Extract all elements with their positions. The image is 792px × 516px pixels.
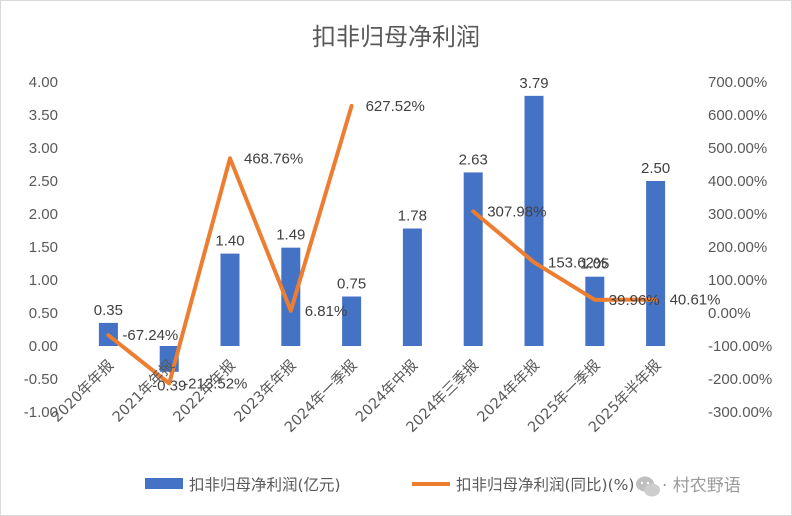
category-labels: 2020年年报2021年年报2022年年报2023年年报2024年一季报2024…: [48, 357, 664, 436]
left-tick-label: 3.00: [29, 140, 58, 157]
line-value-label: -213.52%: [183, 375, 247, 392]
right-tick-label: 0.00%: [708, 305, 751, 322]
left-tick-label: 0.50: [29, 305, 58, 322]
bar: [281, 247, 301, 346]
right-tick-label: -300.00%: [708, 404, 772, 421]
bar-series: [98, 95, 666, 372]
left-tick-label: 1.50: [29, 239, 58, 256]
bar-value-label: 0.35: [94, 302, 123, 319]
bar-value-label: 0.75: [337, 276, 366, 293]
right-axis-ticks: -300.00% -200.00% -100.00% 0.00% 100.00% 200.…: [708, 74, 772, 421]
right-tick-label: 600.00%: [708, 107, 767, 124]
bar-value-label: 1.40: [215, 233, 244, 250]
line-labels: -67.24% -213.52% 468.76% 6.81% 627.52% 307.98…: [122, 98, 720, 393]
bar-labels: 0.35 -0.39 1.40 1.49 0.75 1.78 2.63 3.79 1.05 2.5…: [94, 75, 670, 395]
line-value-label: 39.96%: [609, 292, 660, 309]
legend-label-bar: 扣非归母净利润(亿元): [189, 476, 341, 494]
bar-value-label: -0.39: [152, 378, 186, 395]
bar: [402, 228, 422, 346]
category-label: 2020年年报: [48, 357, 117, 426]
right-tick-label: 500.00%: [708, 140, 767, 157]
left-tick-label: 4.00: [29, 74, 58, 91]
right-tick-label: -200.00%: [708, 371, 772, 388]
bar: [220, 253, 240, 346]
left-tick-label: 2.00: [29, 206, 58, 223]
right-tick-label: 700.00%: [708, 74, 767, 91]
line-value-label: 40.61%: [670, 292, 721, 309]
watermark: · 村农野语: [636, 476, 741, 497]
left-tick-label: -1.00: [24, 404, 58, 421]
wechat-icon: [636, 476, 660, 497]
legend: 扣非归母净利润(亿元) 扣非归母净利润(同比)(%): [145, 476, 634, 494]
bar: [646, 181, 666, 346]
left-tick-label: 1.00: [29, 272, 58, 289]
line-value-label: 153.62%: [548, 254, 607, 271]
line-value-label: 627.52%: [366, 98, 425, 115]
left-tick-label: 0.00: [29, 338, 58, 355]
right-tick-label: -100.00%: [708, 338, 772, 355]
bar-value-label: 2.63: [459, 151, 488, 168]
bar-value-label: 1.49: [276, 227, 305, 244]
category-label: 2024年中报: [352, 357, 421, 426]
right-tick-label: 200.00%: [708, 239, 767, 256]
watermark-text: · 村农野语: [662, 476, 741, 496]
legend-label-line: 扣非归母净利润(同比)(%): [456, 476, 634, 494]
legend-swatch-bar: [145, 478, 183, 489]
line-series: [106, 103, 658, 386]
bar: [342, 296, 362, 346]
line-value-label: 468.76%: [244, 150, 303, 167]
left-axis-ticks: -1.00 -0.50 0.00 0.50 1.00 1.50 2.00 2.50 3.00 3.…: [24, 74, 58, 421]
line-value-label: 6.81%: [305, 303, 348, 320]
left-tick-label: -0.50: [24, 371, 58, 388]
bar-value-label: 3.79: [519, 75, 548, 92]
right-tick-label: 100.00%: [708, 272, 767, 289]
bar: [585, 276, 605, 346]
left-tick-label: 3.50: [29, 107, 58, 124]
line-segment: [471, 209, 658, 302]
bar-value-label: 1.05: [580, 256, 609, 273]
bar-value-label: 2.50: [641, 160, 670, 177]
bar: [463, 172, 483, 346]
chart-title: 扣非归母净利润: [312, 23, 480, 51]
line-value-label: -67.24%: [122, 327, 178, 344]
line-value-label: 307.98%: [487, 203, 546, 220]
bar-value-label: 1.78: [398, 208, 427, 225]
right-tick-label: 300.00%: [708, 206, 767, 223]
left-tick-label: 2.50: [29, 173, 58, 190]
right-tick-label: 400.00%: [708, 173, 767, 190]
category-label: 2024年年报: [474, 357, 543, 426]
bar: [524, 95, 544, 346]
line-segment: [106, 103, 354, 386]
